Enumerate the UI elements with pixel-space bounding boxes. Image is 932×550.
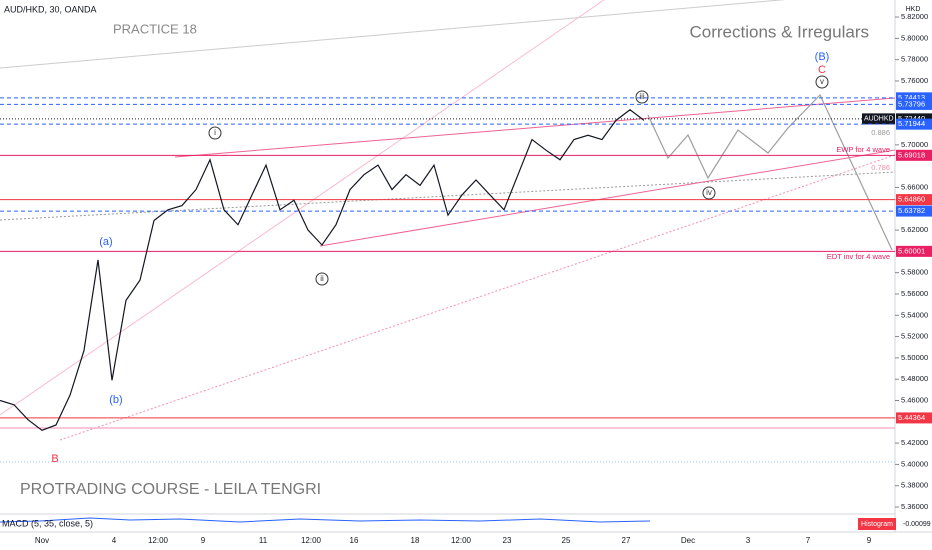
wave-label: iii [639,92,645,101]
level-label-box [896,245,932,257]
trend-line [0,0,787,69]
level-label-box [896,118,932,130]
wave-label: v [820,77,824,86]
indicator-name: MACD (5, 35, close, 5) [2,518,93,528]
y-tick-label: 5.54000 [901,310,928,319]
y-tick-label: 5.70000 [901,140,928,149]
level-label-box [896,92,932,104]
y-tick-label: 5.76000 [901,76,928,85]
level-label: 5.60001 [898,246,925,255]
x-tick-label: 11 [259,536,268,545]
wave-label: ii [320,274,324,283]
level-label-box [896,412,932,424]
y-tick-label: 5.78000 [901,55,928,64]
y-tick-label: 5.50000 [901,353,928,362]
x-tick-label: 9 [867,536,872,545]
x-tick-label: 3 [746,536,751,545]
level-label: 5.72440 [898,114,925,123]
level-label: 5.69018 [898,150,925,159]
level-label-box [896,149,932,161]
x-tick-label: 7 [806,536,811,545]
y-tick-label: 5.48000 [901,374,928,383]
wave-label: C [818,64,826,76]
level-label: 5.71944 [898,119,925,128]
x-tick-label: Dec [681,536,695,545]
topic-label: Corrections & Irregulars [689,22,869,41]
level-label: 5.63782 [898,206,925,215]
projection-path [647,93,893,251]
y-tick-label: 5.38000 [901,481,928,490]
indicator-series-box [858,518,896,530]
wave-label: iv [706,188,712,197]
trend-line [59,154,896,441]
y-tick-label: 5.42000 [901,438,928,447]
wave-circle [315,272,329,286]
y-tick-label: 5.56000 [901,289,928,298]
wave-circle [815,75,829,89]
x-tick-label: 18 [411,536,420,545]
wave-label: (a) [99,236,112,248]
wave-label: i [214,128,216,137]
y-tick-label: 5.46000 [901,395,928,404]
trend-line [0,0,605,416]
x-tick-label: 12:00 [301,536,322,545]
level-label: 5.74413 [898,93,925,102]
x-tick-label: 4 [112,536,117,545]
wave-circle [635,90,649,104]
x-tick-label: 12:00 [148,536,169,545]
currency-label: HKD [906,6,921,13]
y-tick-label: 5.36000 [901,502,928,511]
y-tick-label: 5.66000 [901,182,928,191]
trend-lines [0,0,896,463]
wave-label: B [51,453,58,465]
x-tick-label: 27 [622,536,631,545]
practice-label: PRACTICE 18 [113,21,197,36]
macd-line [0,517,651,523]
x-tick-label: 16 [350,536,359,545]
trend-line [0,171,896,221]
level-label: 5.44364 [898,413,925,422]
fib-note: 0.786 [871,163,890,172]
y-tick-label: 5.62000 [901,225,928,234]
level-label: 5.64860 [898,195,925,204]
level-label-box [896,205,932,217]
symbol-tag: AUDHKD [864,116,894,123]
y-tick-label: 5.82000 [901,12,928,21]
x-tick-label: 12:00 [451,536,472,545]
price-line [0,108,645,432]
indicator-series: Histogram [861,521,893,528]
y-tick-label: 5.40000 [901,459,928,468]
fib-note: 0.886 [871,128,890,137]
x-tick-label: Nov [35,536,49,545]
y-tick-label: 5.80000 [901,33,928,42]
fib-note: EWP for 4 wave [836,145,890,154]
level-label: 5.73796 [898,99,925,108]
wave-label: (b) [109,394,122,406]
x-tick-label: 9 [201,536,206,545]
wave-label: (B) [815,51,830,63]
wave-circle [702,186,716,200]
fib-note: EDT inv for 4 wave [827,252,890,261]
course-label: PROTRADING COURSE - LEILA TENGRI [20,481,321,498]
x-tick-label: 23 [503,536,512,545]
wave-circle [208,126,222,140]
y-tick-label: 5.52000 [901,332,928,341]
y-tick-label: 5.58000 [901,268,928,277]
symbol-tag-box [862,113,895,125]
symbol-label: AUD/HKD, 30, OANDA [4,4,97,14]
trend-line [174,97,896,158]
x-tick-label: 25 [562,536,571,545]
level-label-box [896,98,932,110]
level-label-box [896,194,932,206]
indicator-value: -0.00099 [903,521,931,528]
trend-line [319,149,896,247]
